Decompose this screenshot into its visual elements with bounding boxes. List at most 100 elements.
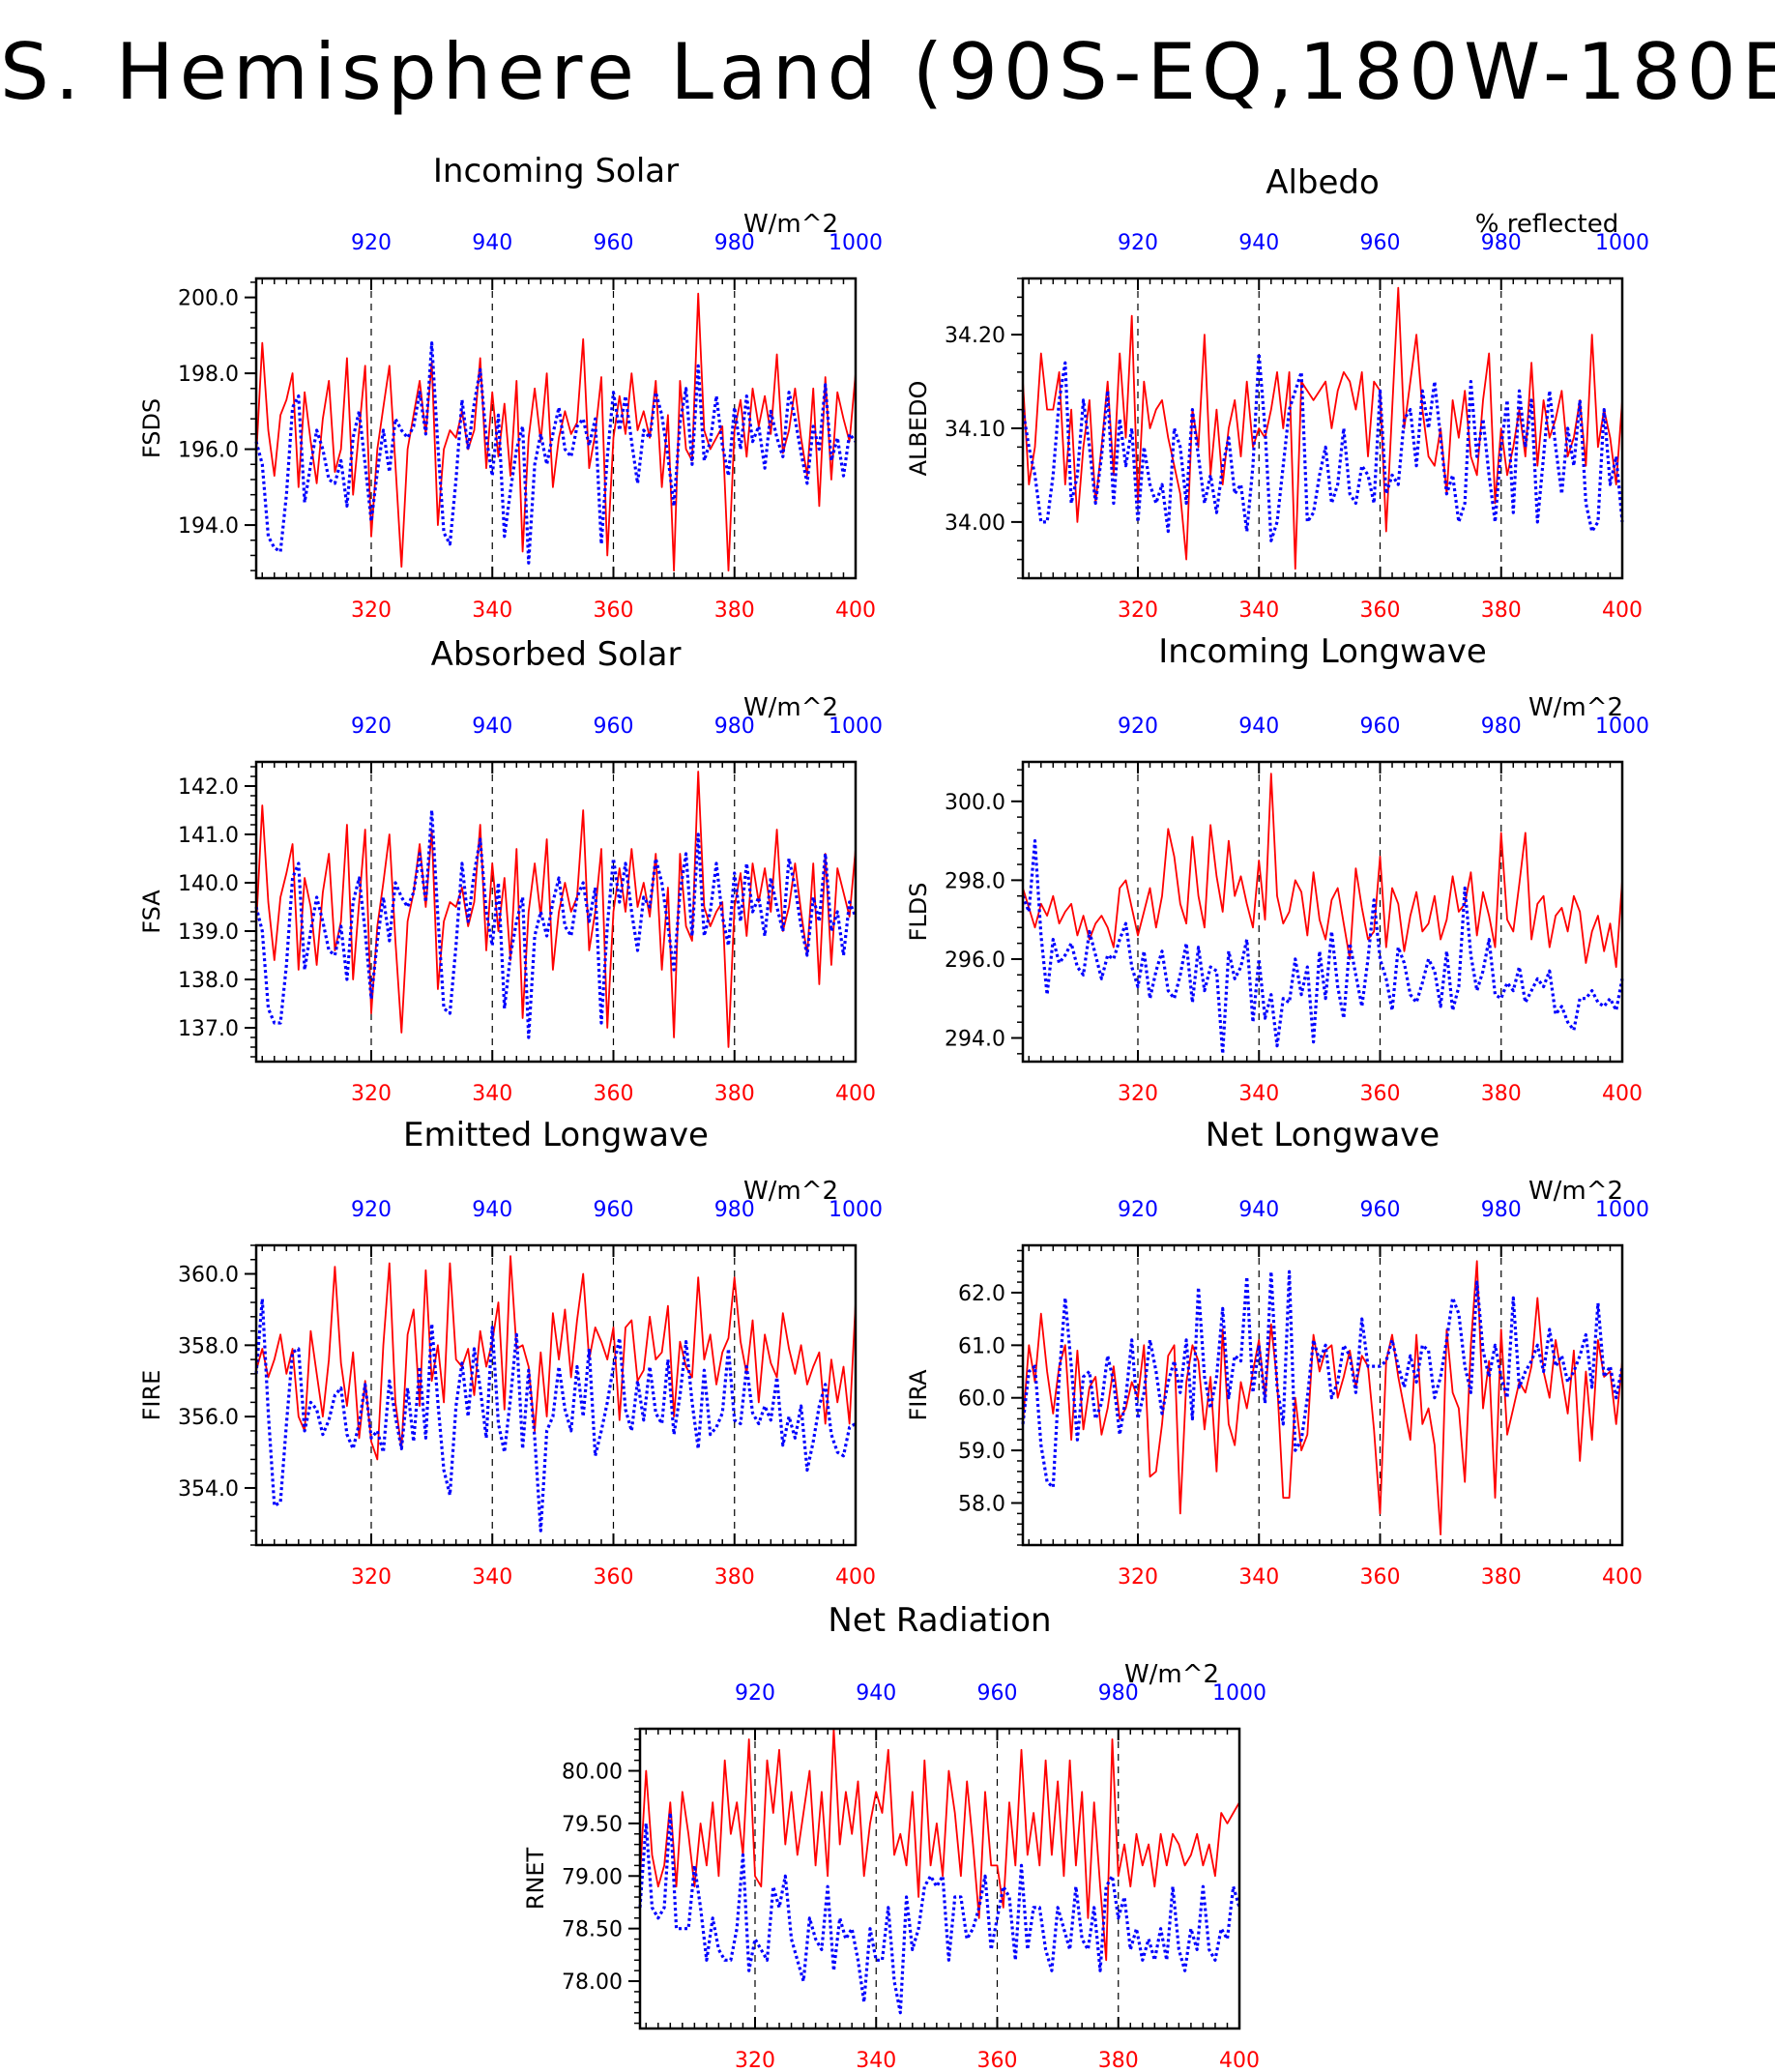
x-bottom-tick-label: 380: [714, 1082, 755, 1106]
x-bottom-tick-label: 340: [472, 1082, 512, 1106]
x-top-tick-label: 1000: [1212, 1681, 1266, 1706]
series-line-dotted: [1021, 1269, 1624, 1489]
y-axis-label: RNET: [522, 1847, 549, 1910]
x-top-tick-label: 940: [472, 231, 512, 255]
y-axis-label: FIRA: [905, 1369, 932, 1421]
x-top-tick-label: 940: [472, 715, 512, 739]
chart-panel-4: Incoming Longwave W/m^2 FLDS 294.0 296.0 298.…: [905, 632, 1649, 1106]
x-top-tick-label: 920: [1118, 231, 1158, 255]
chart-title: Albedo: [1266, 163, 1380, 202]
y-tick-label: 140.0: [178, 872, 239, 896]
x-top-tick-label: 940: [1238, 1198, 1279, 1222]
units-label: W/m^2: [1528, 1177, 1623, 1206]
series-line-dotted: [254, 1297, 857, 1532]
series-line-dotted: [254, 341, 858, 565]
plot-frame: [254, 760, 858, 1064]
y-tick-label: 61.0: [958, 1334, 1005, 1358]
y-axis-label: FIRE: [138, 1370, 165, 1421]
x-top-tick-label: 1000: [1595, 715, 1649, 739]
x-top-tick-label: 980: [714, 231, 755, 255]
y-tick-label: 198.0: [178, 363, 239, 387]
x-bottom-tick-label: 320: [1118, 598, 1158, 623]
chart-title: Emitted Longwave: [403, 1116, 709, 1154]
series-line-solid: [639, 1728, 1240, 1962]
x-top-tick-label: 940: [1238, 231, 1279, 255]
y-tick-label: 358.0: [178, 1334, 239, 1358]
units-label: W/m^2: [743, 693, 838, 722]
y-tick-label: 79.50: [562, 1813, 623, 1837]
y-tick-label: 196.0: [178, 439, 239, 463]
plot-frame: [1021, 277, 1624, 580]
x-top-tick-label: 920: [1118, 715, 1158, 739]
x-bottom-tick-label: 400: [1219, 2049, 1260, 2072]
plot-frame: [254, 277, 858, 580]
x-top-tick-label: 940: [1238, 715, 1279, 739]
x-bottom-tick-label: 320: [351, 598, 392, 623]
y-tick-label: 200.0: [178, 287, 239, 311]
series-line-solid: [1022, 286, 1623, 570]
x-top-tick-label: 940: [856, 1681, 896, 1706]
units-label: % reflected: [1475, 210, 1618, 239]
x-top-tick-label: 960: [593, 231, 633, 255]
x-bottom-tick-label: 340: [1238, 598, 1279, 623]
x-top-tick-label: 960: [1359, 715, 1400, 739]
y-tick-label: 298.0: [945, 869, 1005, 893]
y-tick-label: 360.0: [178, 1264, 239, 1288]
chart-panel-3: Absorbed Solar W/m^2 FSA 137.0 138.0 139.0 140…: [138, 635, 883, 1106]
series-line-solid: [255, 1255, 857, 1461]
y-tick-label: 141.0: [178, 824, 239, 848]
x-top-tick-label: 920: [1118, 1198, 1158, 1222]
series-line-dotted: [1021, 351, 1624, 542]
y-tick-label: 59.0: [958, 1440, 1005, 1464]
x-bottom-tick-label: 380: [1481, 598, 1522, 623]
y-tick-label: 137.0: [178, 1017, 239, 1041]
chart-title: Absorbed Solar: [431, 635, 682, 674]
y-tick-label: 60.0: [958, 1387, 1005, 1412]
units-label: W/m^2: [743, 1177, 838, 1206]
plot-frame: [254, 1243, 858, 1547]
y-tick-label: 58.0: [958, 1492, 1005, 1516]
plot-frame: [1021, 760, 1624, 1064]
x-top-tick-label: 980: [1098, 1681, 1139, 1706]
chart-title: Net Longwave: [1206, 1116, 1440, 1154]
units-label: W/m^2: [743, 210, 838, 239]
x-bottom-tick-label: 360: [976, 2049, 1017, 2072]
x-top-tick-label: 980: [1481, 1198, 1522, 1222]
y-tick-label: 62.0: [958, 1282, 1005, 1306]
y-tick-label: 34.20: [945, 324, 1005, 348]
x-bottom-tick-label: 360: [1359, 1082, 1400, 1106]
series-line-dotted: [254, 808, 858, 1039]
x-bottom-tick-label: 320: [1118, 1565, 1158, 1590]
x-bottom-tick-label: 400: [835, 1082, 876, 1106]
x-bottom-tick-label: 320: [351, 1565, 392, 1590]
series-line-dotted: [638, 1811, 1241, 2015]
x-bottom-tick-label: 400: [1602, 598, 1643, 623]
x-top-tick-label: 980: [714, 715, 755, 739]
x-bottom-tick-label: 320: [735, 2049, 775, 2072]
y-axis-label: FLDS: [905, 883, 932, 942]
x-top-tick-label: 1000: [829, 231, 883, 255]
x-bottom-tick-label: 360: [593, 598, 633, 623]
y-tick-label: 78.00: [562, 1970, 623, 1995]
y-tick-label: 78.50: [562, 1918, 623, 1942]
x-top-tick-label: 920: [351, 231, 392, 255]
x-top-tick-label: 960: [1359, 231, 1400, 255]
x-top-tick-label: 920: [351, 1198, 392, 1222]
x-bottom-tick-label: 380: [1481, 1565, 1522, 1590]
x-bottom-tick-label: 380: [714, 1565, 755, 1590]
x-top-tick-label: 940: [472, 1198, 512, 1222]
y-tick-label: 34.10: [945, 418, 1005, 442]
chart-title: Net Radiation: [828, 1601, 1051, 1640]
chart-panel-6: Net Longwave W/m^2 FIRA 58.0 59.0 60.0 61.0 62.…: [905, 1116, 1649, 1590]
plot-frame: [1021, 1243, 1624, 1547]
main-title: S. Hemisphere Land (90S-EQ,180W-180E): [0, 27, 1775, 117]
x-bottom-tick-label: 400: [835, 598, 876, 623]
x-bottom-tick-label: 340: [1238, 1565, 1279, 1590]
y-tick-label: 300.0: [945, 791, 1005, 815]
x-top-tick-label: 960: [593, 1198, 633, 1222]
x-top-tick-label: 920: [735, 1681, 775, 1706]
y-axis-label: ALBEDO: [905, 381, 932, 477]
chart-panel-1: Incoming Solar W/m^2 FSDS 194.0 196.0 198.0 20…: [138, 152, 883, 623]
x-top-tick-label: 980: [1481, 715, 1522, 739]
plot-frame: [638, 1727, 1241, 2030]
